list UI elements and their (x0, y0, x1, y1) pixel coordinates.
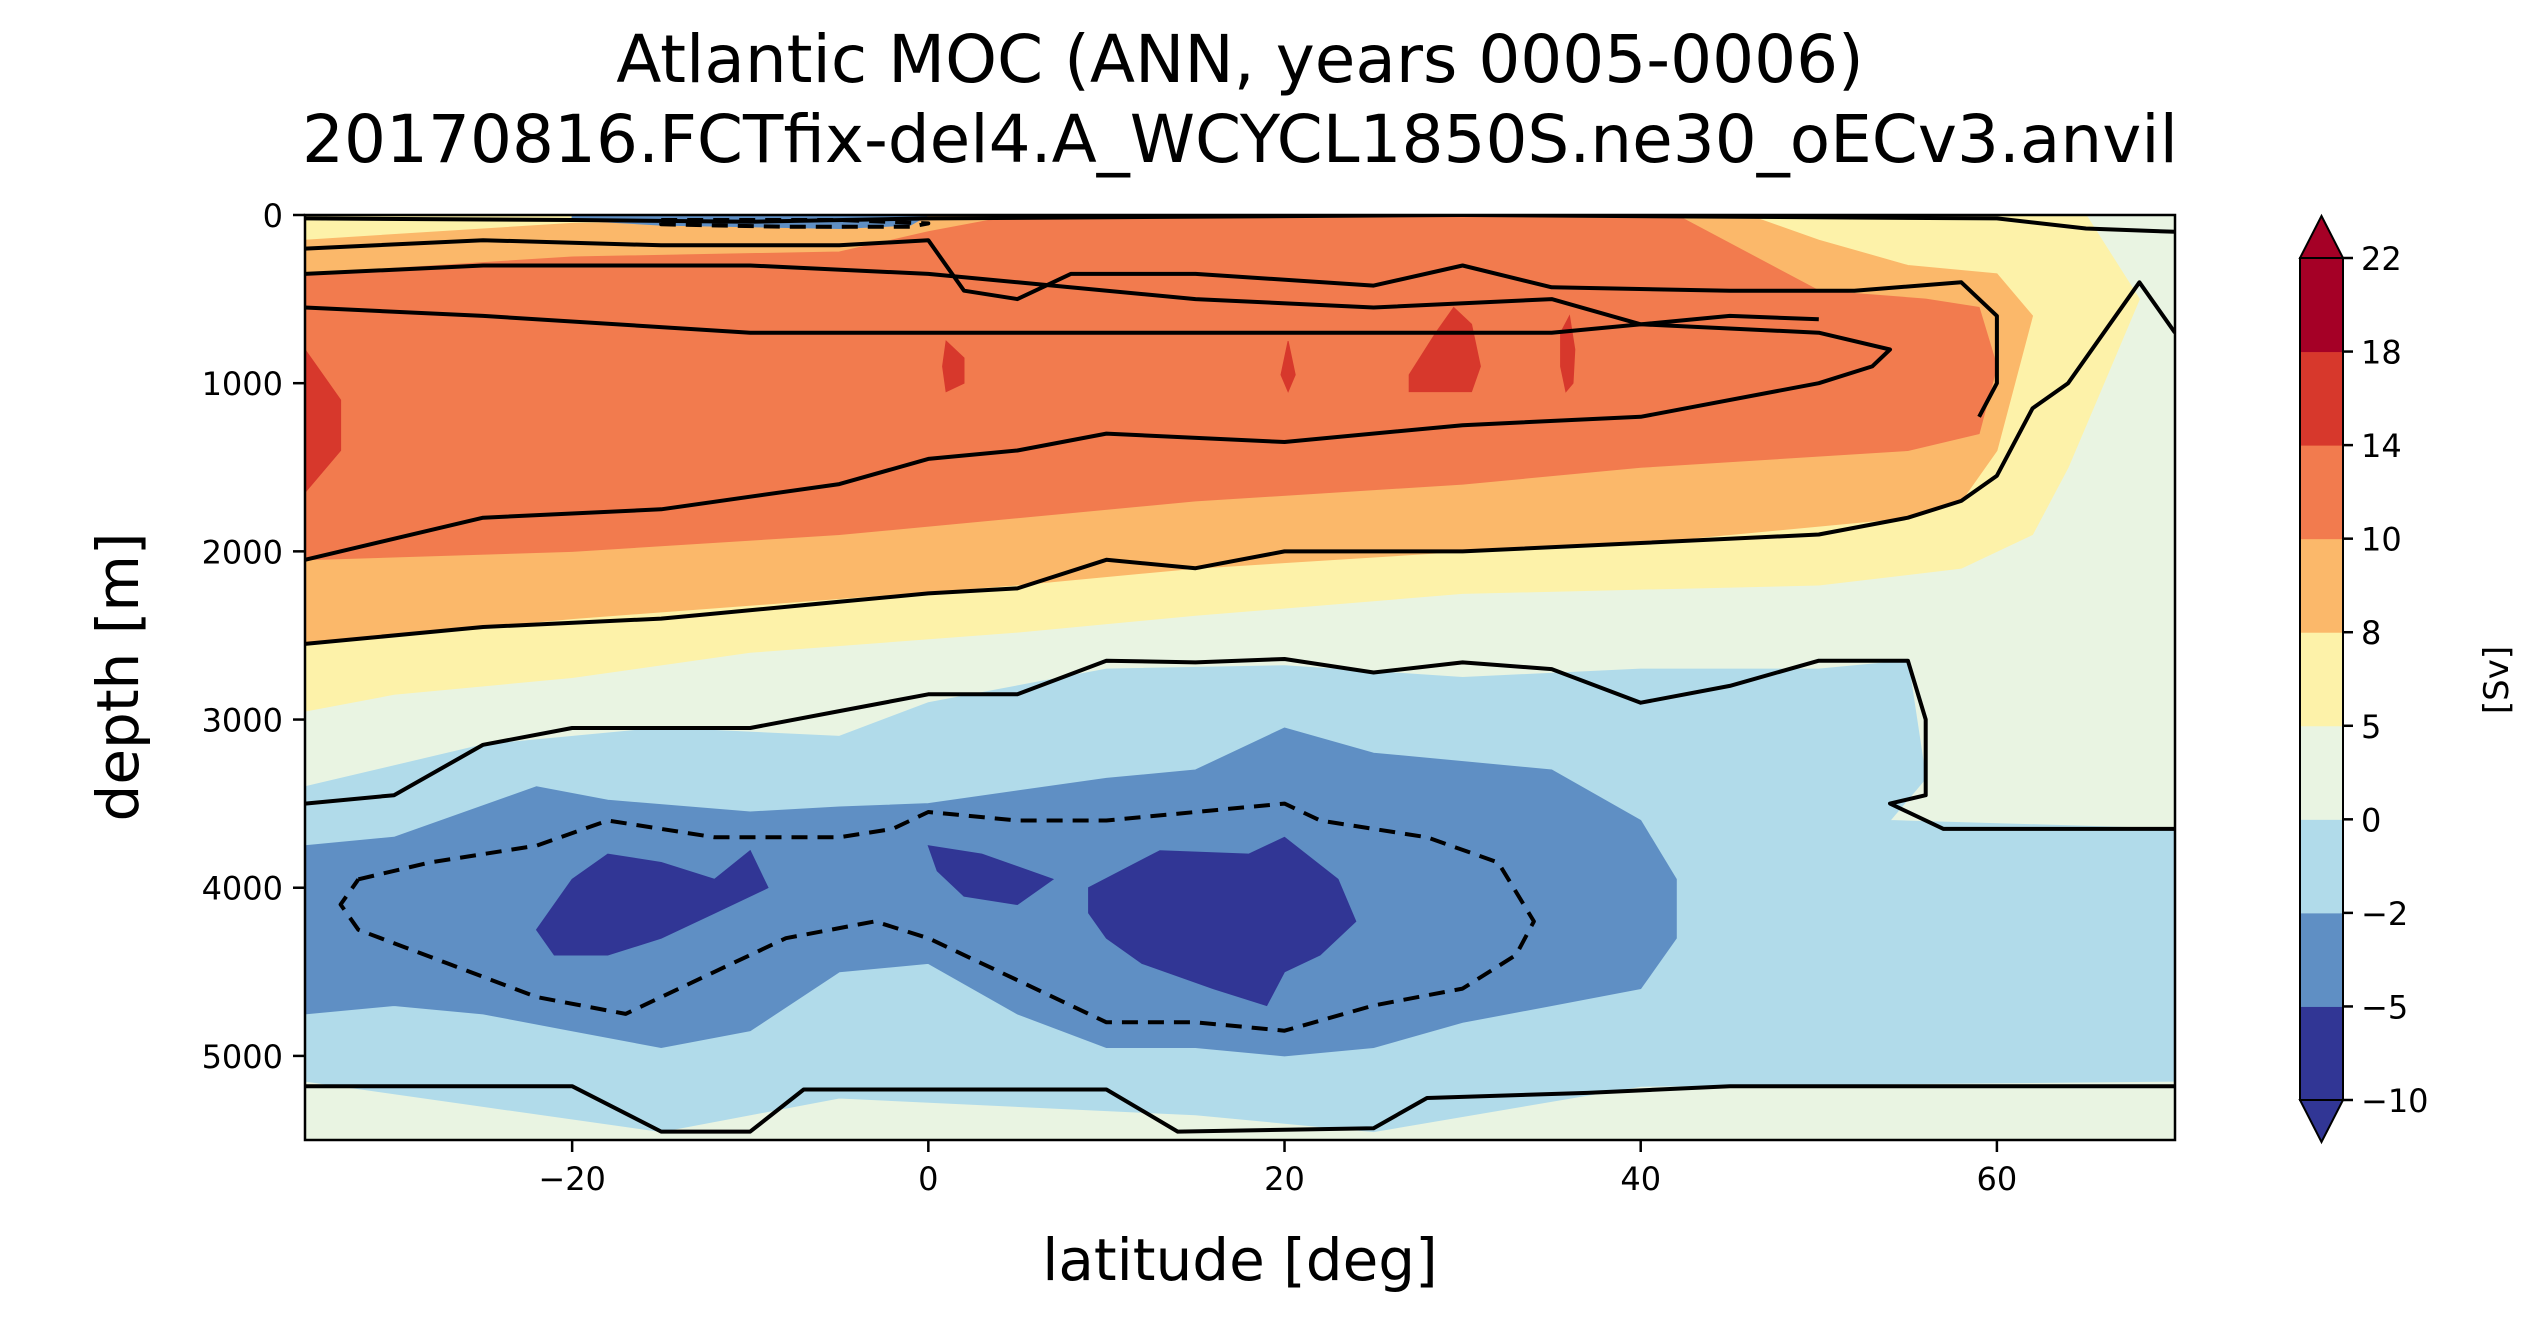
y-tick-label: 2000 (202, 533, 283, 571)
region-level-14-11 (1280, 340, 1296, 393)
contour-0-0 (305, 1084, 2175, 1134)
y-tick-label: 4000 (202, 870, 283, 908)
region-level-neg10-3 (535, 849, 769, 956)
plot-area (305, 215, 2175, 1140)
region-level-14-9 (305, 348, 342, 494)
colorbar-tick-label: 0 (2361, 801, 2381, 839)
y-tick-label: 0 (263, 197, 283, 235)
y-axis: 0 1000 2000 3000 4000 5000 (202, 197, 305, 1076)
colorbar-segment (2300, 725, 2343, 820)
colorbar-label: [Sv] (2477, 646, 2517, 714)
contour-10-6 (305, 305, 1819, 335)
colorbar-extend-max (2298, 213, 2345, 259)
contour-neg2-7 (338, 801, 1536, 1033)
colorbar-tick-label: 22 (2361, 240, 2402, 278)
x-tick-label: 60 (1977, 1160, 2018, 1198)
plot-frame (303, 213, 2177, 1142)
colorbar-tick-label: 10 (2361, 521, 2402, 559)
region-level-14-13 (1560, 314, 1576, 393)
contour-5-3 (305, 280, 2175, 646)
region-level-neg10-4 (927, 845, 1055, 906)
x-axis: −20 0 20 40 60 (538, 1140, 2017, 1198)
colorbar-tick-label: −5 (2361, 988, 2408, 1026)
colorbar-extend-min (2298, 1099, 2345, 1145)
colorbar: −10 −5 −2 0 5 8 10 14 18 22 (2298, 213, 2429, 1145)
contour-neg2-8 (659, 218, 931, 229)
colorbar-segment (2300, 351, 2343, 446)
region-level-14-10 (942, 340, 965, 393)
filled-contours (305, 215, 2175, 1140)
region-level-14-12 (1408, 306, 1481, 393)
colorbar-tick-label: 18 (2361, 334, 2402, 372)
x-axis-label: latitude [deg] (1042, 1226, 1438, 1294)
region-level-neg10-5 (1088, 836, 1357, 1007)
y-tick-label: 3000 (202, 702, 283, 740)
y-tick-label: 5000 (202, 1038, 283, 1076)
colorbar-segment (2300, 258, 2343, 353)
colorbar-tick-label: 5 (2361, 708, 2381, 746)
x-tick-label: −20 (538, 1160, 606, 1198)
chart-subtitle: 20170816.FCTfix-del4.A_WCYCL1850S.ne30_o… (302, 101, 2178, 178)
x-tick-label: 20 (1264, 1160, 1305, 1198)
contour-0-2 (305, 215, 2175, 234)
colorbar-segment (2300, 445, 2343, 540)
contour-lines (305, 215, 2175, 1134)
colorbar-segment (2300, 912, 2343, 1007)
chart-title: Atlantic MOC (ANN, years 0005-0006) (616, 21, 1864, 98)
colorbar-segment (2300, 1006, 2343, 1101)
colorbar-segment (2300, 632, 2343, 727)
colorbar-segment (2300, 819, 2343, 914)
colorbar-tick-label: −10 (2361, 1082, 2429, 1120)
contour-5-4 (305, 238, 1999, 418)
y-tick-label: 1000 (202, 365, 283, 403)
x-tick-label: 40 (1620, 1160, 1661, 1198)
contour-10-5 (305, 263, 1892, 562)
colorbar-frame (2299, 257, 2344, 1101)
colorbar-tick-label: 8 (2361, 614, 2381, 652)
colorbar-segment (2300, 538, 2343, 633)
colorbar-tick-label: 14 (2361, 427, 2402, 465)
x-tick-label: 0 (918, 1160, 938, 1198)
y-axis-label: depth [m] (84, 532, 152, 821)
colorbar-tick-label: −2 (2361, 895, 2408, 933)
contour-0-1 (305, 657, 2175, 831)
